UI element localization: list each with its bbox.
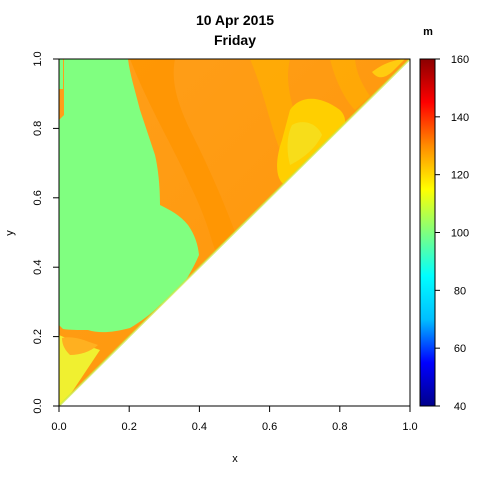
x-tick-label: 0.4: [192, 421, 207, 433]
diagonal-edge: [59, 59, 410, 406]
colorbar: [419, 58, 436, 407]
x-tick-label: 1.0: [402, 421, 417, 433]
colorbar-tick-label: 100: [451, 228, 469, 240]
heatmap-streak: [330, 59, 370, 110]
y-axis-label: y: [4, 230, 16, 236]
heatmap-region-green: [59, 59, 63, 89]
colorbar-unit: m: [423, 26, 433, 38]
y-tick-label: 0.8: [32, 121, 44, 136]
colorbar-tick-label: 160: [451, 54, 469, 66]
colorbar-tick-label: 80: [454, 285, 466, 297]
heatmap-region-yellow: [372, 59, 405, 78]
y-tick-label: 0.4: [32, 260, 44, 275]
colorbar-tick-label: 60: [454, 343, 466, 355]
colorbar-tick-label: 120: [451, 170, 469, 182]
y-tick-label: 0.6: [32, 190, 44, 205]
plot-frame: [58, 58, 411, 407]
x-tick-label: 0.0: [51, 421, 66, 433]
x-axis: 0.0 0.2 0.4 0.6 0.8 1.0: [51, 406, 418, 433]
heatmap-region-green: [59, 59, 199, 333]
heatmap-region-corner: [62, 337, 98, 355]
heatmap-region-yellow: [287, 122, 322, 165]
y-tick-label: 0.0: [32, 398, 44, 413]
chart-title: 10 Apr 2015: [196, 12, 274, 28]
x-tick-label: 0.2: [122, 421, 137, 433]
colorbar-tick-label: 140: [451, 112, 469, 124]
chart-subtitle: Friday: [214, 32, 256, 48]
y-tick-label: 0.2: [32, 329, 44, 344]
x-axis-label: x: [232, 453, 238, 465]
colorbar-axis: 40 60 80 100 120 140 160: [435, 54, 469, 413]
x-tick-label: 0.6: [262, 421, 277, 433]
colorbar-tick-label: 40: [454, 401, 466, 413]
y-tick-label: 1.0: [32, 51, 44, 66]
heatmap-area: [59, 59, 410, 406]
heatmap-streak: [130, 59, 235, 250]
x-tick-label: 0.8: [332, 421, 347, 433]
y-axis: 0.0 0.2 0.4 0.6 0.8 1.0: [32, 51, 59, 414]
